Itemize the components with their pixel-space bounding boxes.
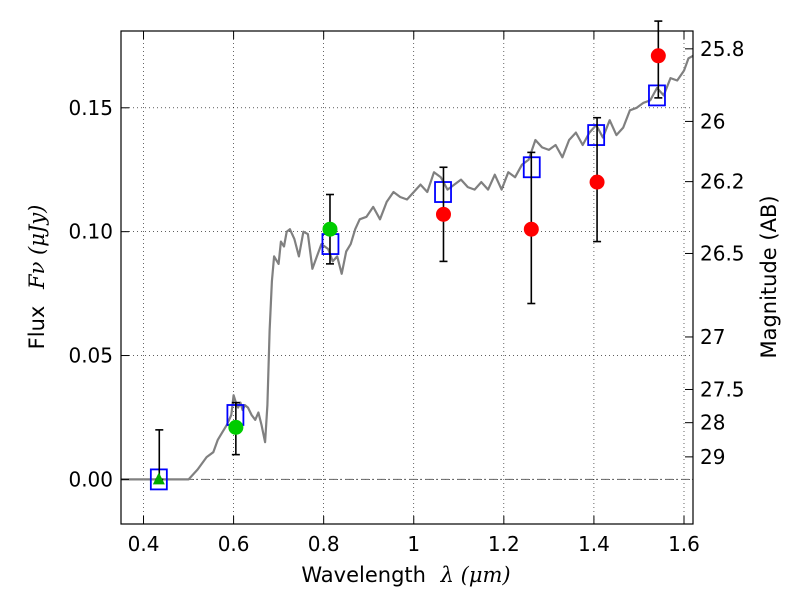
green-data-point: [228, 419, 244, 435]
x-tick-label: 0.6: [218, 532, 250, 556]
plot-background: [121, 31, 693, 524]
x-tick-label: 1: [407, 532, 420, 556]
magnitude-tick-label: 26: [700, 109, 725, 133]
red-data-point: [435, 206, 451, 222]
x-axis-label-math: λ (μm): [440, 563, 511, 587]
plot-frame: [120, 30, 694, 525]
y-axis-label-math: Fν (μJy): [25, 205, 49, 290]
y-tick-label: 0.10: [68, 220, 113, 244]
y-axis-label: Flux Fν (μJy): [25, 205, 49, 350]
magnitude-tick-label: 25.8: [700, 37, 745, 61]
upper-limit-triangle: [152, 472, 165, 485]
y-tick-label: 0.00: [68, 467, 113, 491]
red-data-point: [589, 174, 605, 190]
red-data-point: [523, 221, 539, 237]
sed-model-line: [121, 54, 694, 481]
y-tick-label: 0.15: [68, 96, 113, 120]
x-axis-label: Wavelength λ (μm): [301, 563, 510, 587]
green-data-point: [322, 221, 338, 237]
red-data-point: [650, 48, 666, 64]
x-tick-label: 1.6: [668, 532, 700, 556]
plot-content: [121, 20, 694, 491]
x-tick-label: 0.4: [128, 532, 160, 556]
x-tick-label: 0.8: [308, 532, 340, 556]
magnitude-tick-label: 28: [700, 411, 725, 435]
magnitude-tick-label: 27.5: [700, 377, 745, 401]
x-axis-label-text: Wavelength: [301, 563, 426, 587]
magnitude-tick-label: 29: [700, 445, 725, 469]
magnitude-axis-label: Magnitude (AB): [757, 195, 781, 358]
magnitude-tick-label: 26.2: [700, 170, 745, 194]
model-flux-box: [587, 124, 606, 146]
y-axis-label-text: Flux: [25, 306, 49, 350]
ticks: 0.4 0.6 0.8 1 1.2 1.4 1.6 0.00 0.05 0.10 0.15 25.8 2…: [68, 31, 745, 556]
y-tick-label: 0.05: [68, 344, 113, 368]
model-flux-box: [648, 84, 666, 107]
x-tick-label: 1.2: [488, 532, 520, 556]
x-tick-label: 1.4: [578, 532, 610, 556]
magnitude-tick-label: 27: [700, 325, 725, 349]
magnitude-tick-label: 26.5: [700, 241, 745, 265]
